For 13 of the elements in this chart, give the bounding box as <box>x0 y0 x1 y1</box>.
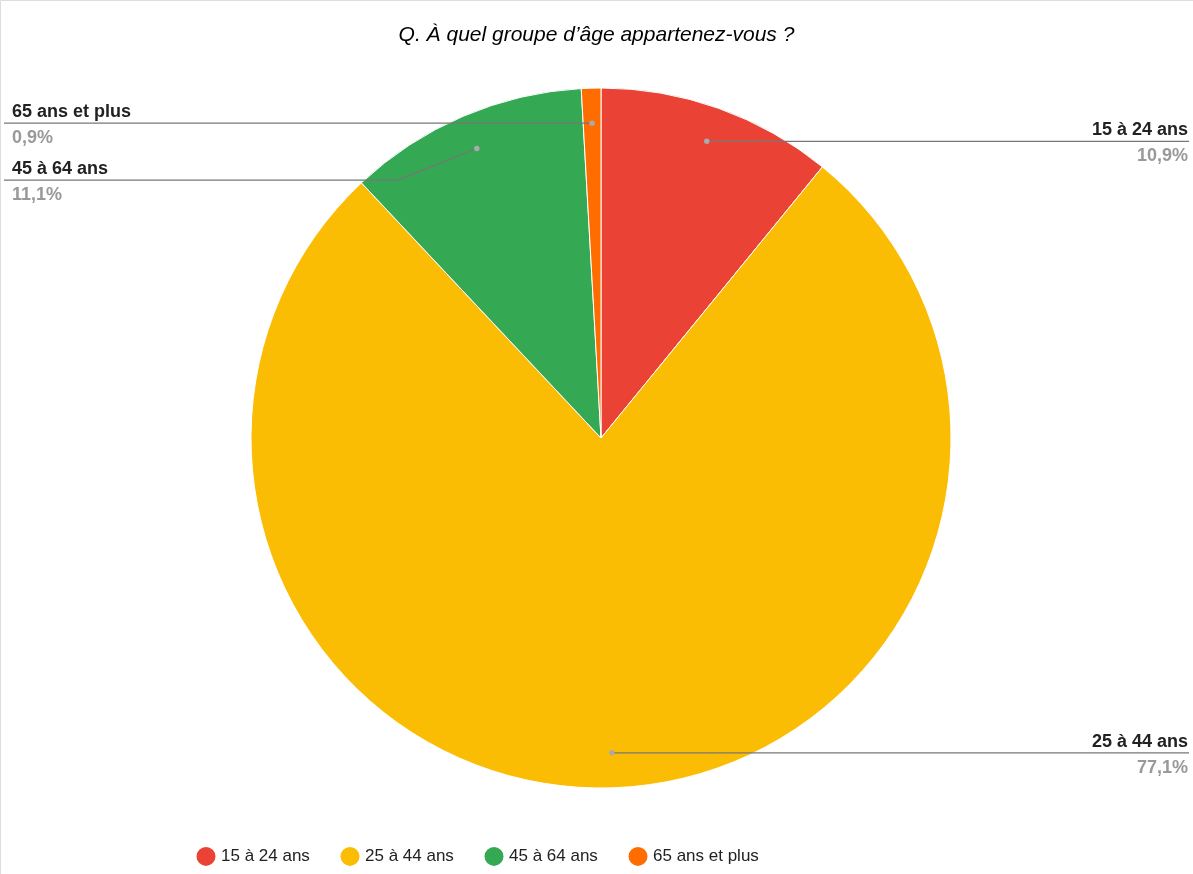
legend-label: 15 à 24 ans <box>221 846 310 866</box>
legend-label: 45 à 64 ans <box>509 846 598 866</box>
chart-title: Q. À quel groupe d’âge appartenez-vous ? <box>398 22 795 45</box>
data-label: 10,9% <box>1136 145 1188 166</box>
legend-label: 65 ans et plus <box>653 846 759 866</box>
slice-label: 15 à 24 ans <box>1091 119 1188 140</box>
data-label: 0,9% <box>12 127 54 148</box>
data-label: 11,1% <box>12 184 63 205</box>
data-label: 77,1% <box>1136 756 1188 777</box>
legend-label: 25 à 44 ans <box>365 846 454 866</box>
slice-label: 65 ans et plus <box>12 101 132 122</box>
slice-label: 25 à 44 ans <box>1091 730 1188 751</box>
slice-label: 45 à 64 ans <box>12 158 109 179</box>
